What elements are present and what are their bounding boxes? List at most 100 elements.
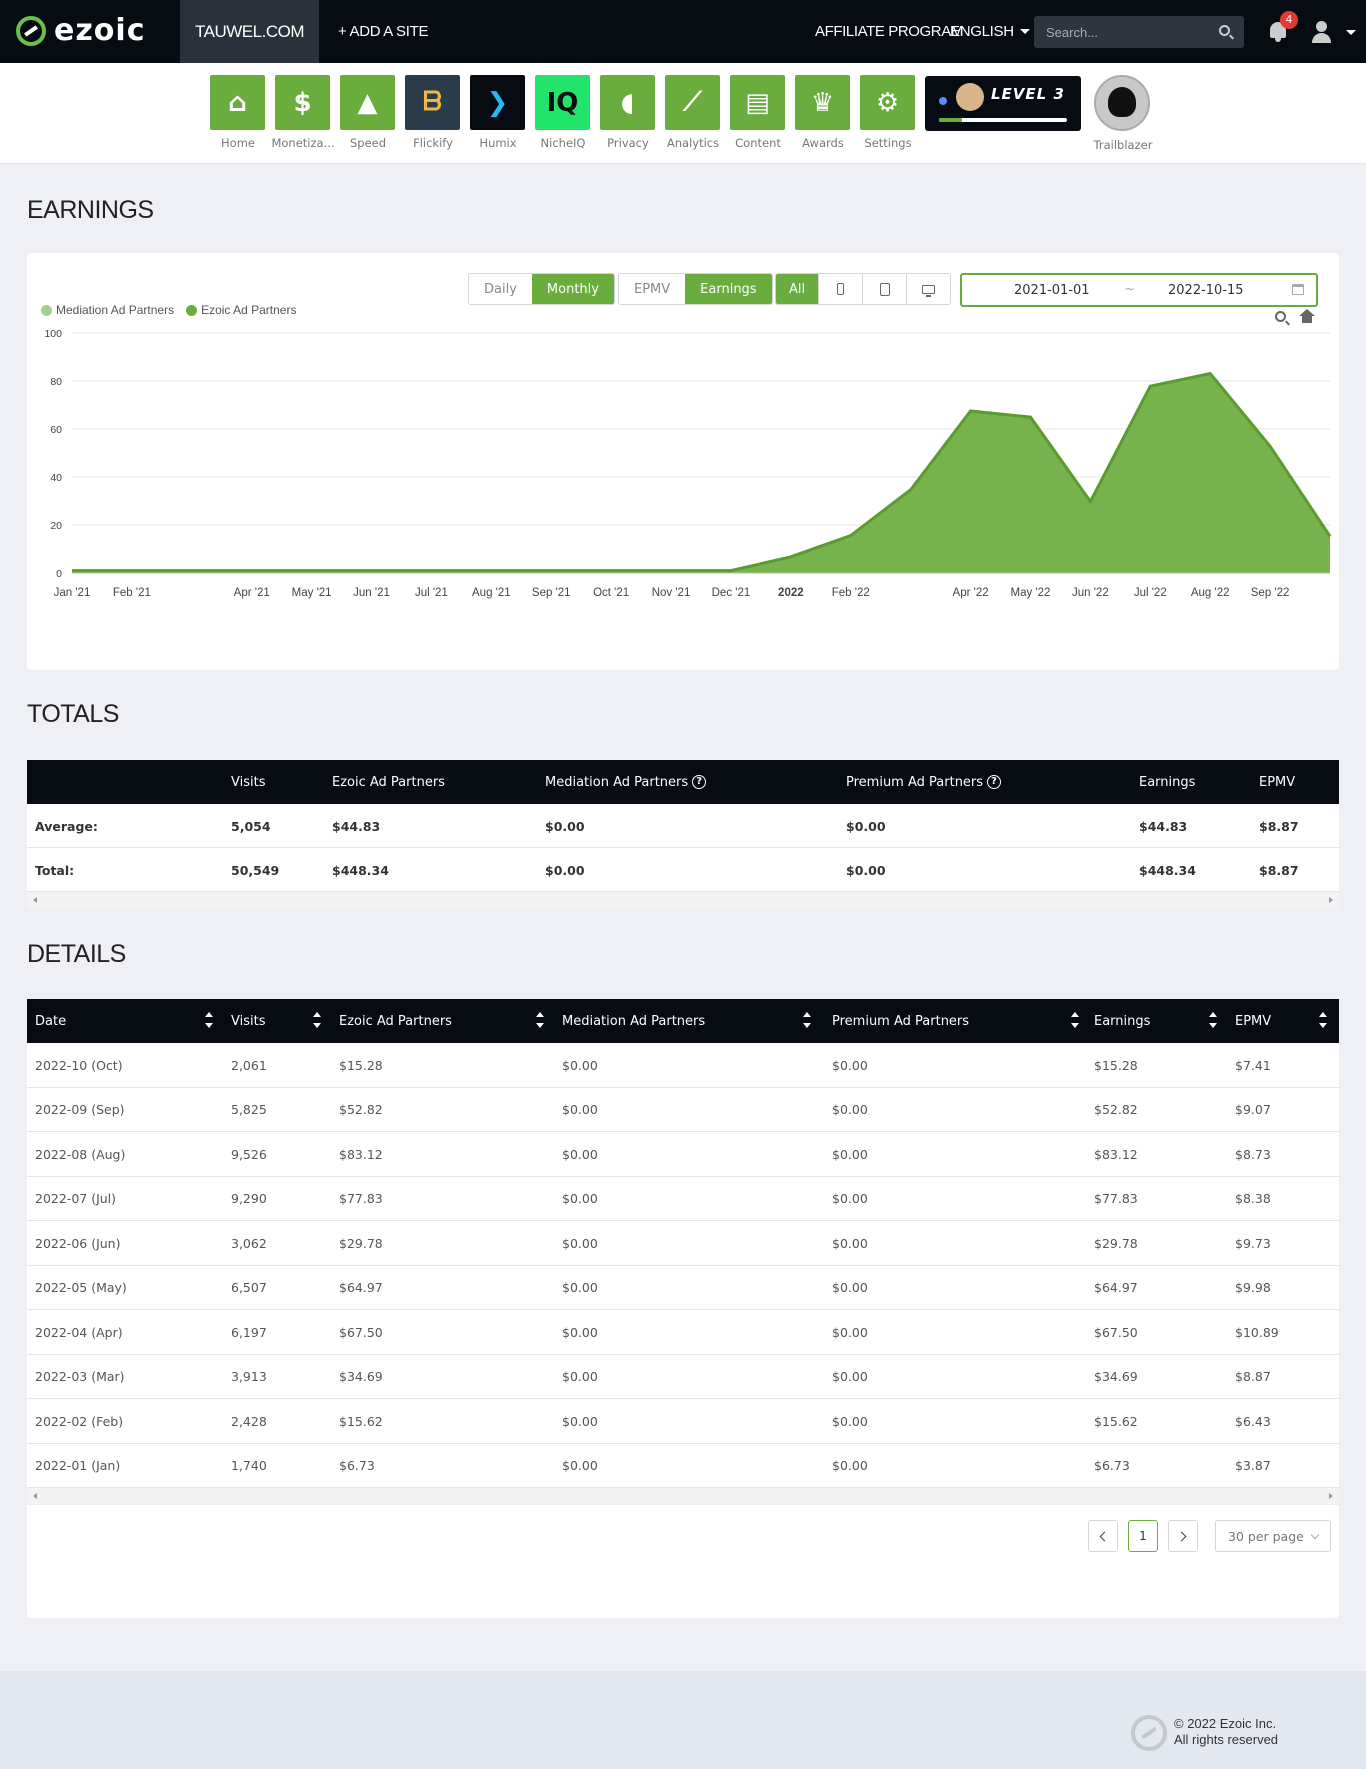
avatar <box>956 83 984 111</box>
column-header-label: Date <box>35 1013 67 1029</box>
table-cell: 2022-07 (Jul) <box>35 1191 117 1207</box>
x-tick-label: Apr '22 <box>953 587 989 599</box>
column-header-label: Premium Ad Partners <box>846 774 984 790</box>
per-page-select[interactable]: 30 per page <box>1215 1520 1331 1552</box>
level-dot-icon <box>939 97 947 105</box>
page-1-button[interactable]: 1 <box>1128 1520 1158 1552</box>
x-tick-label: Apr '21 <box>234 587 270 599</box>
search-icon[interactable] <box>1219 25 1230 36</box>
x-tick-label: Dec '21 <box>712 587 751 599</box>
column-header[interactable]: Earnings <box>1094 999 1150 1043</box>
table-row: 2022-08 (Aug) 9,526 $83.12 $0.00 $0.00 $83.12… <box>27 1132 1339 1177</box>
table-cell: $0.00 <box>545 818 585 834</box>
legend-item-ezoic[interactable]: Ezoic Ad Partners <box>186 303 296 317</box>
user-menu-caret-icon[interactable] <box>1346 30 1356 35</box>
language-selector[interactable]: ENGLISH <box>950 0 1030 63</box>
app-nicheiq[interactable]: IQ NicheIQ <box>535 75 591 150</box>
epmv-button[interactable]: EPMV <box>619 274 686 304</box>
column-header[interactable]: Premium Ad Partners <box>832 999 969 1043</box>
table-cell: $6.73 <box>1094 1458 1130 1474</box>
x-tick-label: Aug '21 <box>472 587 511 599</box>
trailblazer-label: Trailblazer <box>1093 138 1153 152</box>
date-range-picker[interactable]: 2021-01-01 ~ 2022-10-15 <box>960 273 1318 307</box>
sort-arrows-icon[interactable] <box>1209 1012 1217 1030</box>
legend-item-mediation[interactable]: Mediation Ad Partners <box>41 303 174 317</box>
x-tick-label: Sep '22 <box>1251 587 1290 599</box>
sort-arrows-icon[interactable] <box>1071 1012 1079 1030</box>
column-header[interactable]: Date <box>35 999 66 1043</box>
app-humix[interactable]: ❯ Humix <box>470 75 526 150</box>
search-input[interactable] <box>1034 16 1214 48</box>
zoom-icon[interactable] <box>1275 311 1286 322</box>
help-question-icon[interactable]: ? <box>692 775 707 789</box>
column-header[interactable]: Mediation Ad Partners <box>562 999 705 1043</box>
app-content[interactable]: ▤ Content <box>730 75 786 150</box>
column-header: Visits <box>231 760 265 804</box>
app-home[interactable]: ⌂ Home <box>210 75 266 150</box>
sort-arrows-icon[interactable] <box>205 1012 213 1030</box>
current-site-tab[interactable]: TAUWEL.COM <box>180 0 319 63</box>
earnings-button[interactable]: Earnings <box>685 274 772 304</box>
per-page-label: 30 per page <box>1228 1528 1304 1544</box>
table-cell: $0.00 <box>846 862 886 878</box>
ezoic-logo[interactable]: ezoic <box>16 13 145 49</box>
level-badge[interactable]: LEVEL 3 <box>925 76 1081 131</box>
nicheiq-icon: IQ <box>535 75 590 130</box>
mobile-device-button[interactable] <box>818 274 863 304</box>
x-tick-label: Jul '22 <box>1134 587 1167 599</box>
y-tick-label: 40 <box>50 472 62 484</box>
app-flickify[interactable]: ᗷ Flickify <box>405 75 461 150</box>
help-question-icon[interactable]: ? <box>987 775 1002 789</box>
table-cell: 9,526 <box>231 1146 267 1162</box>
x-tick-label: Jun '22 <box>1072 587 1109 599</box>
device-toggle: All <box>775 273 952 305</box>
app-speed[interactable]: ▲ Speed <box>340 75 396 150</box>
trailblazer-astronaut-icon[interactable] <box>1094 75 1150 131</box>
sort-arrows-icon[interactable] <box>313 1012 321 1030</box>
desktop-device-button[interactable] <box>906 274 951 304</box>
app-nav: ⌂ Home $ Monetiza... ▲ Speed ᗷ Flickify ❯ Humix IQ… <box>0 63 1366 164</box>
next-page-button[interactable] <box>1168 1520 1198 1552</box>
monthly-button[interactable]: Monthly <box>531 274 614 304</box>
app-awards[interactable]: ♛ Awards <box>795 75 851 150</box>
horizontal-scrollbar[interactable] <box>27 892 1339 908</box>
affiliate-program-link[interactable]: AFFILIATE PROGRAM <box>815 23 963 40</box>
table-row: 2022-04 (Apr) 6,197 $67.50 $0.00 $0.00 $67.50… <box>27 1310 1339 1355</box>
all-devices-button[interactable]: All <box>776 274 819 304</box>
column-header: Earnings <box>1139 760 1195 804</box>
table-row: 2022-10 (Oct) 2,061 $15.28 $0.00 $0.00 $15.28… <box>27 1043 1339 1088</box>
line-chart-icon: ⟋ <box>665 75 720 130</box>
table-cell: 2022-10 (Oct) <box>35 1057 123 1073</box>
table-cell: $6.43 <box>1235 1413 1271 1429</box>
scroll-right-icon[interactable] <box>1329 1493 1333 1499</box>
column-header[interactable]: EPMV <box>1235 999 1271 1043</box>
column-header[interactable]: Ezoic Ad Partners <box>339 999 452 1043</box>
reset-zoom-home-icon[interactable] <box>1299 309 1315 323</box>
table-cell: $29.78 <box>1094 1235 1138 1251</box>
scroll-right-icon[interactable] <box>1329 897 1333 903</box>
daily-button[interactable]: Daily <box>469 274 532 304</box>
sort-arrows-icon[interactable] <box>1319 1012 1327 1030</box>
date-separator: ~ <box>1124 282 1135 297</box>
app-privacy[interactable]: ◖ Privacy <box>600 75 656 150</box>
tablet-device-button[interactable] <box>862 274 907 304</box>
totals-table: Visits Ezoic Ad Partners Mediation Ad Part… <box>27 760 1339 908</box>
user-avatar-icon[interactable] <box>1310 20 1334 44</box>
table-cell: $448.34 <box>332 862 389 878</box>
app-monetiza[interactable]: $ Monetiza... <box>271 75 335 150</box>
sort-arrows-icon[interactable] <box>803 1012 811 1030</box>
table-cell: $67.50 <box>1094 1324 1138 1340</box>
add-site-link[interactable]: + ADD A SITE <box>338 23 429 40</box>
x-tick-label: Feb '21 <box>113 587 151 599</box>
table-cell: 2022-05 (May) <box>35 1280 127 1296</box>
column-header[interactable]: Visits <box>231 999 265 1043</box>
app-analytics[interactable]: ⟋ Analytics <box>665 75 721 150</box>
prev-page-button[interactable] <box>1088 1520 1118 1552</box>
app-settings[interactable]: ⚙ Settings <box>860 75 916 150</box>
scroll-left-icon[interactable] <box>33 1493 37 1499</box>
table-header: Visits Ezoic Ad Partners Mediation Ad Part… <box>27 760 1339 804</box>
sort-arrows-icon[interactable] <box>536 1012 544 1030</box>
column-header-label: Premium Ad Partners <box>832 1013 970 1029</box>
horizontal-scrollbar[interactable] <box>27 1488 1339 1504</box>
scroll-left-icon[interactable] <box>33 897 37 903</box>
